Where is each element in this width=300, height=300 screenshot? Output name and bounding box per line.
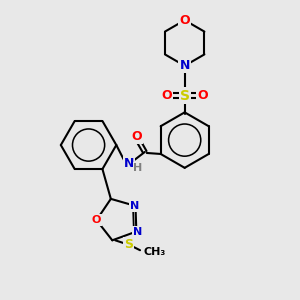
Text: S: S [180,88,190,103]
Text: O: O [161,89,172,102]
Text: N: N [133,226,142,236]
Text: N: N [124,158,134,170]
Text: O: O [132,130,142,142]
Text: O: O [92,215,101,225]
Text: CH₃: CH₃ [144,247,166,257]
Text: N: N [130,201,139,211]
Text: N: N [179,59,190,72]
Text: S: S [124,238,133,251]
Text: O: O [179,14,190,27]
Text: O: O [197,89,208,102]
Text: H: H [133,163,142,173]
